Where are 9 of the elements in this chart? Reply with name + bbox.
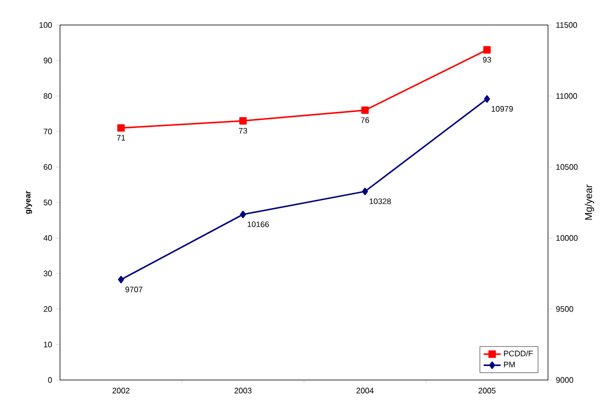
point: [239, 117, 247, 125]
y2-axis-title: Mg/year: [584, 184, 594, 220]
point: [240, 210, 246, 218]
point: [117, 124, 125, 132]
point: [118, 276, 124, 284]
point: [362, 188, 368, 196]
point: [484, 95, 490, 103]
point: [483, 46, 491, 54]
point: [361, 106, 369, 114]
